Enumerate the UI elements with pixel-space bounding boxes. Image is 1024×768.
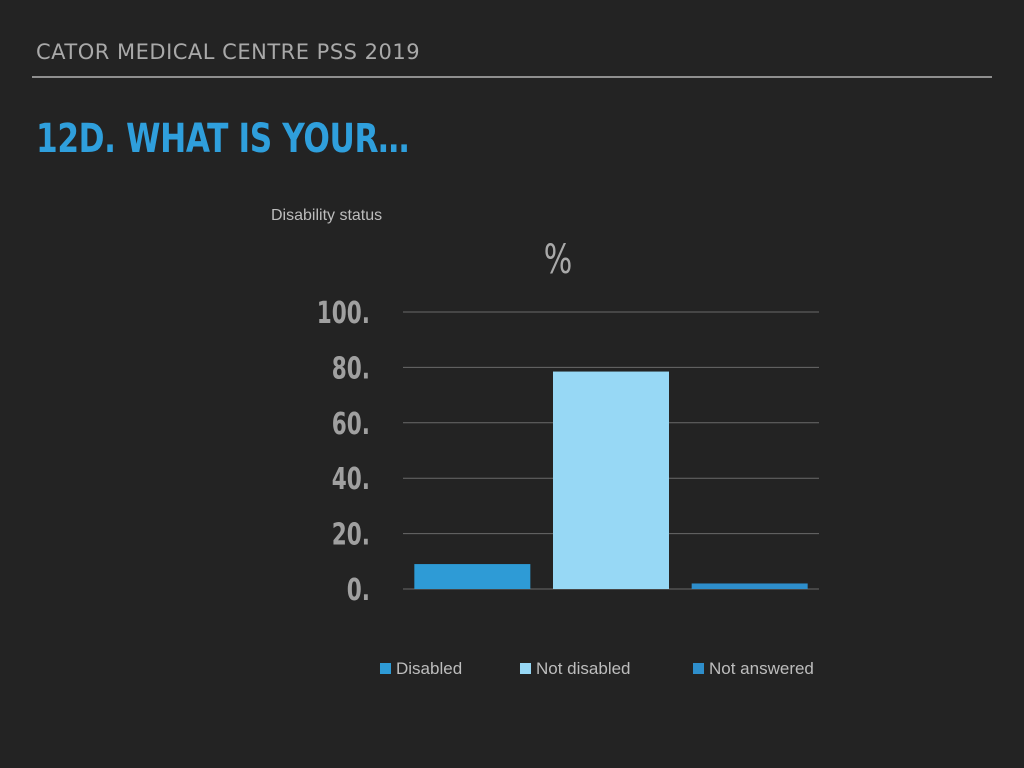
unit-label: %	[544, 237, 573, 283]
y-axis-ticks: 0. 20. 40. 60. 80. 100.	[317, 297, 370, 608]
y-tick-label: 100.	[317, 297, 370, 331]
legend: Disabled Not disabled Not answered	[380, 659, 814, 678]
legend-swatch	[693, 663, 704, 674]
y-tick-label: 80.	[332, 352, 370, 386]
header-divider	[32, 76, 992, 78]
y-tick-label: 20.	[332, 518, 370, 552]
bar-not-disabled	[553, 371, 669, 589]
bars	[414, 371, 808, 589]
legend-swatch	[520, 663, 531, 674]
slide-title: 12D. WHAT IS YOUR…	[36, 116, 409, 162]
y-tick-label: 0.	[347, 574, 370, 608]
legend-swatch	[380, 663, 391, 674]
legend-label: Disabled	[396, 659, 462, 678]
presentation-header: CATOR MEDICAL CENTRE PSS 2019	[36, 40, 421, 64]
y-tick-label: 40.	[332, 463, 370, 497]
y-tick-label: 60.	[332, 407, 370, 441]
chart-title: Disability status	[271, 207, 382, 224]
bar-disabled	[414, 564, 531, 589]
bar-not-answered	[691, 583, 808, 589]
legend-label: Not disabled	[536, 659, 631, 678]
legend-label: Not answered	[709, 659, 814, 678]
